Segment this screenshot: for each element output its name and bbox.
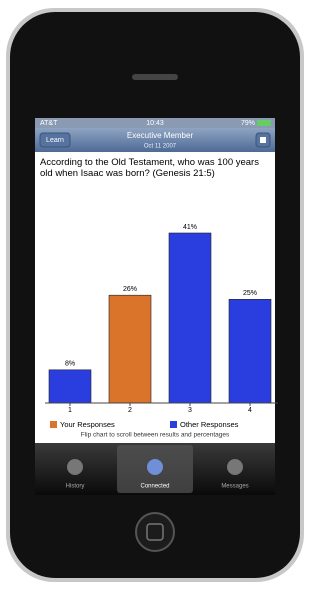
chart-note: Flip chart to scroll between results and…	[81, 432, 230, 439]
tab-label[interactable]: Messages	[221, 484, 248, 490]
value-label: 8%	[65, 361, 75, 368]
speaker	[132, 74, 178, 80]
nav-title: Executive Member	[127, 131, 194, 140]
home-button[interactable]	[136, 513, 174, 551]
tab-icon[interactable]	[147, 459, 163, 475]
legend-swatch	[50, 421, 57, 428]
battery: 79%	[241, 120, 255, 127]
tab-icon[interactable]	[67, 459, 83, 475]
x-tick-label: 1	[68, 407, 72, 414]
bar	[229, 299, 271, 403]
legend-label: Other Responses	[180, 420, 239, 429]
legend-swatch	[170, 421, 177, 428]
battery-icon	[257, 120, 271, 126]
tab-icon[interactable]	[227, 459, 243, 475]
legend-label: Your Responses	[60, 420, 115, 429]
bar	[169, 233, 211, 403]
phone: AT&T 10:43 79% Learn Executive Member Oc…	[0, 0, 310, 589]
tab-label[interactable]: History	[66, 484, 85, 490]
x-tick-label: 2	[128, 407, 132, 414]
nav-action-icon	[260, 137, 266, 143]
value-label: 41%	[183, 224, 197, 231]
bar	[49, 370, 91, 403]
nav-button-label: Learn	[46, 137, 64, 144]
bar	[109, 295, 151, 403]
carrier: AT&T	[40, 120, 58, 127]
nav-subtitle: Oct 11 2007	[144, 144, 177, 150]
tab-label[interactable]: Connected	[140, 484, 169, 490]
x-tick-label: 3	[188, 407, 192, 414]
value-label: 25%	[243, 290, 257, 297]
page: AT&T 10:43 79% Learn Executive Member Oc…	[0, 0, 310, 589]
value-label: 26%	[123, 286, 137, 293]
time: 10:43	[146, 120, 164, 127]
x-tick-label: 4	[248, 407, 252, 414]
